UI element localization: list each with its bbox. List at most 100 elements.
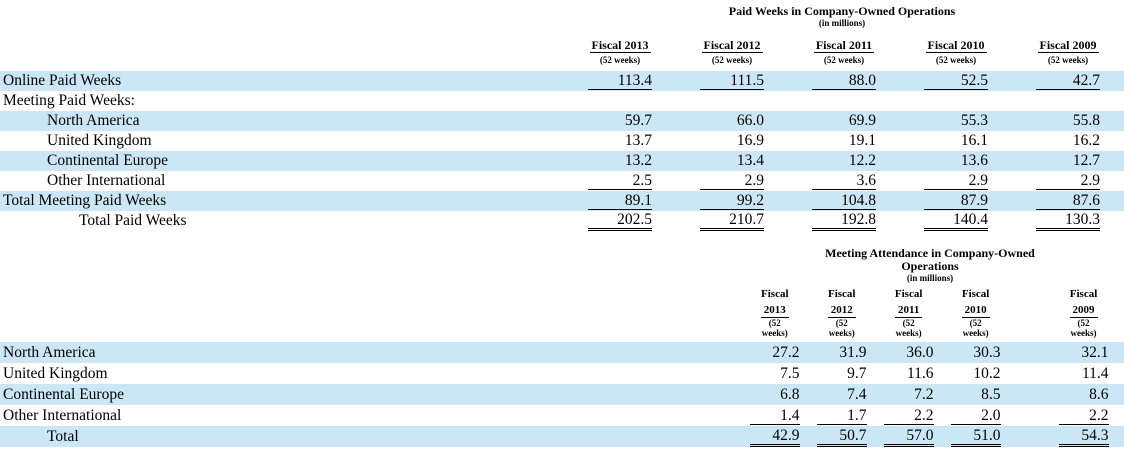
value-cell: 11.6 (875, 365, 942, 383)
table1-subtitle: (in millions) (818, 18, 866, 28)
column-weeks-label-line1: (52 (969, 318, 982, 328)
value-number: 32.1 (1081, 343, 1109, 361)
row-label: Online Paid Weeks (3, 72, 122, 89)
table-row: Total Paid Weeks 202.5 210.7 192.8 140.4 130.… (0, 211, 1124, 231)
table2-title: Meeting Attendance in Company-Owned Oper… (742, 247, 1118, 273)
column-fiscal-label: Fiscal (827, 288, 856, 300)
row-label: Total (47, 427, 79, 445)
value-number: 12.2 (848, 152, 876, 169)
value-cell: 27.2 (741, 344, 808, 362)
column-weeks-label: (52 weeks) (823, 55, 865, 65)
column-fiscal-label: Fiscal (894, 288, 923, 300)
column-weeks-label-line2: weeks) (895, 328, 922, 338)
table-row: Other International 2.5 2.9 3.6 2.9 2.9 (0, 171, 1124, 191)
value-cell: 42.9 (741, 427, 808, 447)
table2-title-line1: Meeting Attendance in Company-Owned (825, 246, 1035, 260)
value-number: 66.0 (736, 112, 764, 129)
value-number: 16.9 (736, 132, 764, 149)
value-number: 202.5 (588, 211, 652, 231)
value-number: 10.2 (973, 364, 1001, 382)
value-cell: 52.5 (900, 72, 1012, 90)
value-number: 2.9 (1036, 172, 1100, 190)
value-cell: 13.7 (564, 132, 676, 150)
row-label: North America (47, 112, 140, 129)
value-number: 52.5 (924, 72, 988, 90)
table-row: United Kingdom 13.7 16.9 19.1 16.1 16.2 (0, 131, 1124, 151)
table-row: North America 59.7 66.0 69.9 55.3 55.8 (0, 111, 1124, 131)
value-number: 2.9 (700, 172, 764, 190)
value-cell: 2.5 (564, 172, 676, 190)
column-header: Fiscal 2010 (52 weeks) (900, 36, 1012, 66)
row-label: Total Paid Weeks (79, 212, 187, 229)
column-weeks-label-line1: (52 (902, 318, 915, 328)
table2-body: North America 27.2 31.9 36.0 30.3 32.1 United … (0, 342, 1124, 447)
row-label: United Kingdom (3, 364, 108, 382)
column-year-label: Fiscal 2013 (589, 38, 651, 53)
column-year-label: 2011 (894, 304, 923, 318)
value-number: 192.8 (812, 211, 876, 231)
value-cell: 99.2 (676, 192, 788, 210)
row-label: United Kingdom (47, 132, 152, 149)
table1-body: Online Paid Weeks 113.4 111.5 88.0 52.5 42.7 M… (0, 71, 1124, 231)
column-fiscal-label: Fiscal (961, 288, 990, 300)
column-weeks-label: (52 weeks) (711, 55, 753, 65)
value-cell: 2.0 (942, 407, 1009, 425)
value-number: 51.0 (950, 427, 1001, 447)
value-cell: 8.5 (942, 386, 1009, 404)
value-cell: 50.7 (808, 427, 875, 447)
value-number: 30.3 (973, 343, 1001, 361)
value-cell: 2.2 (875, 407, 942, 425)
value-number: 42.7 (1036, 72, 1100, 90)
paid-weeks-table: Paid Weeks in Company-Owned Operations (… (0, 4, 1124, 231)
column-header: Fiscal 2009 (52 weeks) (1012, 36, 1124, 66)
column-header: Fiscal 2011 (52 weeks) (875, 288, 942, 338)
value-cell: 55.3 (900, 112, 1012, 130)
row-label: Other International (47, 172, 166, 189)
value-number: 57.0 (883, 427, 934, 447)
value-cell: 55.8 (1012, 112, 1124, 130)
column-weeks-label-line1: (52 (835, 318, 848, 328)
value-cell: 19.1 (788, 132, 900, 150)
value-cell: 2.9 (1012, 172, 1124, 190)
column-year-label: 2010 (961, 304, 990, 318)
table-row: United Kingdom 7.5 9.7 11.6 10.2 11.4 (0, 363, 1124, 384)
value-cell: 2.9 (676, 172, 788, 190)
table2-header-row: Fiscal 2013 (52 weeks) Fiscal 2012 (52 weeks) Fi… (0, 288, 1124, 338)
table-row: Online Paid Weeks 113.4 111.5 88.0 52.5 42.7 (0, 71, 1124, 91)
value-cell: 13.2 (564, 152, 676, 170)
value-cell: 12.2 (788, 152, 900, 170)
table1-title: Paid Weeks in Company-Owned Operations (728, 4, 956, 18)
column-weeks-label-line1: (52 (768, 318, 781, 328)
value-number: 7.4 (847, 385, 867, 403)
value-cell (564, 92, 676, 110)
value-number: 16.2 (1072, 132, 1100, 149)
value-number: 89.1 (588, 192, 652, 210)
value-number: 7.2 (914, 385, 934, 403)
table1-header-row: Fiscal 2013 (52 weeks) Fiscal 2012 (52 week… (0, 36, 1124, 66)
value-number: 2.5 (588, 172, 652, 190)
value-cell: 59.7 (564, 112, 676, 130)
table-row: Continental Europe 6.8 7.4 7.2 8.5 8.6 (0, 384, 1124, 405)
value-number: 99.2 (700, 192, 764, 210)
value-cell: 104.8 (788, 192, 900, 210)
value-cell: 210.7 (676, 211, 788, 231)
column-fiscal-label: Fiscal (761, 288, 789, 300)
value-number: 113.4 (588, 72, 652, 90)
value-number: 210.7 (700, 211, 764, 231)
value-cell: 42.7 (1012, 72, 1124, 90)
row-label: Meeting Paid Weeks: (3, 92, 135, 109)
value-cell: 51.0 (942, 427, 1009, 447)
value-number: 88.0 (812, 72, 876, 90)
value-cell: 7.5 (741, 365, 808, 383)
column-weeks-label-line2: weeks) (761, 328, 788, 338)
value-number: 13.7 (624, 132, 652, 149)
value-number: 6.8 (780, 385, 800, 403)
column-year-line: 2010 (942, 300, 1009, 318)
value-cell: 140.4 (900, 211, 1012, 231)
table2-title-line2: Operations (901, 259, 959, 273)
column-header: Fiscal 2010 (52 weeks) (942, 288, 1009, 338)
value-number: 11.6 (906, 364, 934, 382)
value-cell (788, 92, 900, 110)
value-number: 2.2 (883, 407, 934, 425)
table2-subtitle: (in millions) (906, 273, 954, 283)
